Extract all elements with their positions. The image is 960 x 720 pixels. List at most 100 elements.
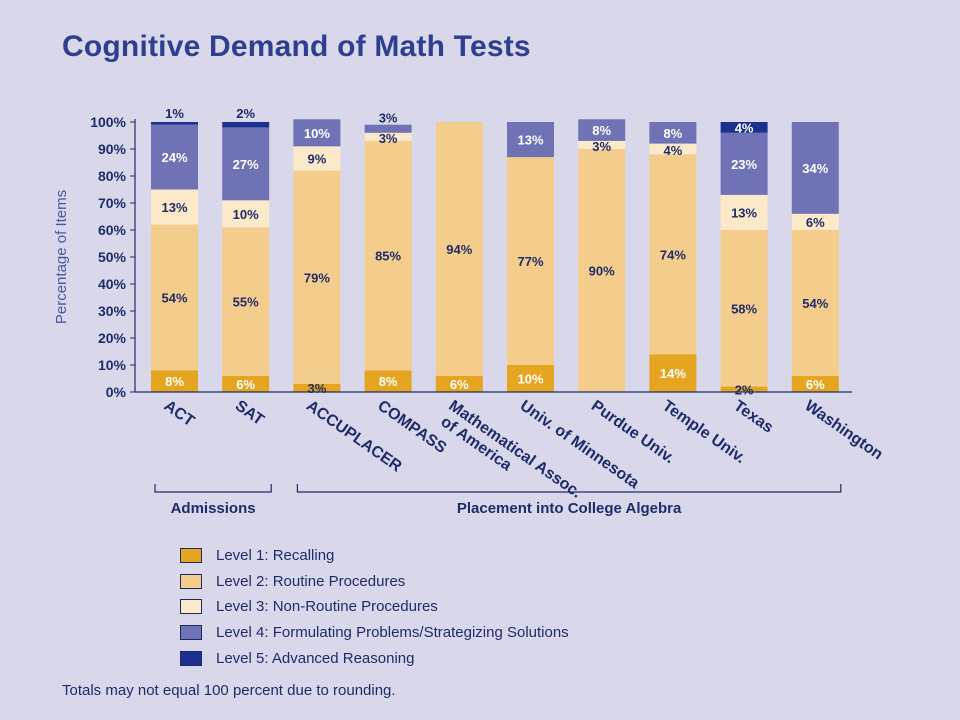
bar-segment: [720, 122, 768, 133]
bar-segment: [578, 149, 626, 392]
data-label: 8%: [592, 123, 611, 138]
bar-segment: [507, 365, 554, 392]
legend-label: Level 5: Advanced Reasoning: [216, 649, 415, 667]
y-tick-label: 10%: [98, 357, 127, 373]
bar-segment: [435, 375, 483, 392]
x-category-label: Washington: [802, 397, 886, 463]
bar-segment: [222, 375, 270, 392]
bar-segment: [364, 140, 412, 371]
bar-segment: [720, 386, 768, 392]
chart-legend: Level 1: Recalling Level 2: Routine Proce…: [180, 543, 569, 671]
bar-segment: [720, 194, 768, 230]
bar-segment: [151, 224, 198, 371]
bar-segment: [151, 122, 198, 125]
y-tick-label: 100%: [90, 114, 126, 130]
y-tick-label: 60%: [98, 222, 127, 238]
group-label: Placement into College Algebra: [457, 500, 682, 517]
legend-label: Level 4: Formulating Problems/Strategizi…: [216, 624, 569, 642]
x-category-label: Mathematical Assoc.: [446, 397, 585, 501]
x-category-label: ACT: [161, 397, 198, 430]
y-tick-label: 50%: [98, 249, 127, 265]
bar-segment: [151, 370, 198, 392]
bar-segment: [435, 122, 483, 376]
legend-label: Level 2: Routine Procedures: [216, 572, 406, 590]
data-label: 3%: [379, 131, 398, 146]
bar-segment: [791, 122, 839, 214]
legend-swatch: [180, 599, 202, 615]
group-bracket: [154, 484, 272, 493]
data-label: 8%: [379, 374, 398, 389]
legend-item: Level 4: Formulating Problems/Strategizi…: [180, 620, 569, 646]
data-label: 6%: [806, 377, 825, 392]
x-category-label: Univ. of Minnesota: [517, 397, 642, 492]
bar-segment: [507, 122, 554, 158]
data-label: 3%: [379, 111, 398, 126]
bar-segment: [649, 354, 697, 392]
bar-segment: [364, 370, 412, 392]
group-bracket: [296, 484, 842, 493]
data-label: 55%: [233, 295, 259, 310]
y-tick-label: 70%: [98, 195, 127, 211]
data-label: 54%: [802, 296, 828, 311]
legend-item: Level 2: Routine Procedures: [180, 569, 569, 595]
legend-item: Level 5: Advanced Reasoning: [180, 645, 569, 671]
bar-segment: [293, 170, 341, 384]
bar-segment: [293, 383, 341, 392]
y-tick-label: 40%: [98, 276, 127, 292]
legend-swatch: [180, 625, 202, 641]
footnote: Totals may not equal 100 percent due to …: [62, 682, 396, 699]
data-label: 1%: [165, 106, 184, 121]
legend-label: Level 3: Non-Routine Procedures: [216, 598, 438, 616]
data-label: 34%: [802, 161, 828, 176]
y-tick-label: 30%: [98, 303, 127, 319]
group-label: Admissions: [171, 500, 256, 517]
data-label: 54%: [161, 291, 187, 306]
bar-segment: [649, 143, 697, 155]
data-label: 8%: [165, 374, 184, 389]
data-label: 2%: [236, 106, 255, 121]
bar-segment: [720, 132, 768, 195]
data-label: 3%: [308, 381, 327, 396]
bar-segment: [222, 127, 270, 201]
data-label: 77%: [517, 254, 543, 269]
bar-segment: [222, 227, 270, 376]
y-tick-label: 20%: [98, 330, 127, 346]
data-label: 90%: [589, 264, 615, 279]
data-label: 10%: [517, 372, 543, 387]
bar-segment: [791, 213, 839, 230]
data-label: 6%: [450, 377, 469, 392]
data-label: 3%: [592, 139, 611, 154]
data-label: 79%: [304, 270, 330, 285]
chart-title: Cognitive Demand of Math Tests: [62, 30, 531, 63]
data-label: 13%: [731, 205, 757, 220]
bar-segment: [578, 119, 626, 141]
x-category-label: Texas: [730, 397, 776, 436]
data-label: 6%: [236, 377, 255, 392]
y-tick-label: 90%: [98, 141, 127, 157]
y-tick-label: 80%: [98, 168, 127, 184]
data-label: 13%: [161, 200, 187, 215]
legend-swatch: [180, 573, 202, 589]
bar-segment: [151, 189, 198, 225]
legend-item: Level 1: Recalling: [180, 543, 569, 569]
data-label: 27%: [233, 157, 259, 172]
data-label: 24%: [161, 150, 187, 165]
bar-segment: [791, 230, 839, 376]
legend-label: Level 1: Recalling: [216, 547, 335, 565]
bar-segment: [222, 200, 270, 228]
data-label: 4%: [735, 120, 754, 135]
data-label: 74%: [660, 247, 686, 262]
bar-segment: [507, 157, 554, 365]
bar-segment: [293, 146, 341, 171]
x-category-label: SAT: [232, 397, 267, 429]
bar-segment: [578, 140, 626, 149]
bar-segment: [791, 375, 839, 392]
data-label: 10%: [304, 126, 330, 141]
data-label: 2%: [735, 382, 754, 397]
data-label: 14%: [660, 366, 686, 381]
data-label: 94%: [446, 242, 472, 257]
bar-segment: [222, 122, 270, 128]
data-label: 10%: [233, 207, 259, 222]
data-label: 58%: [731, 301, 757, 316]
bar-segment: [364, 132, 412, 141]
